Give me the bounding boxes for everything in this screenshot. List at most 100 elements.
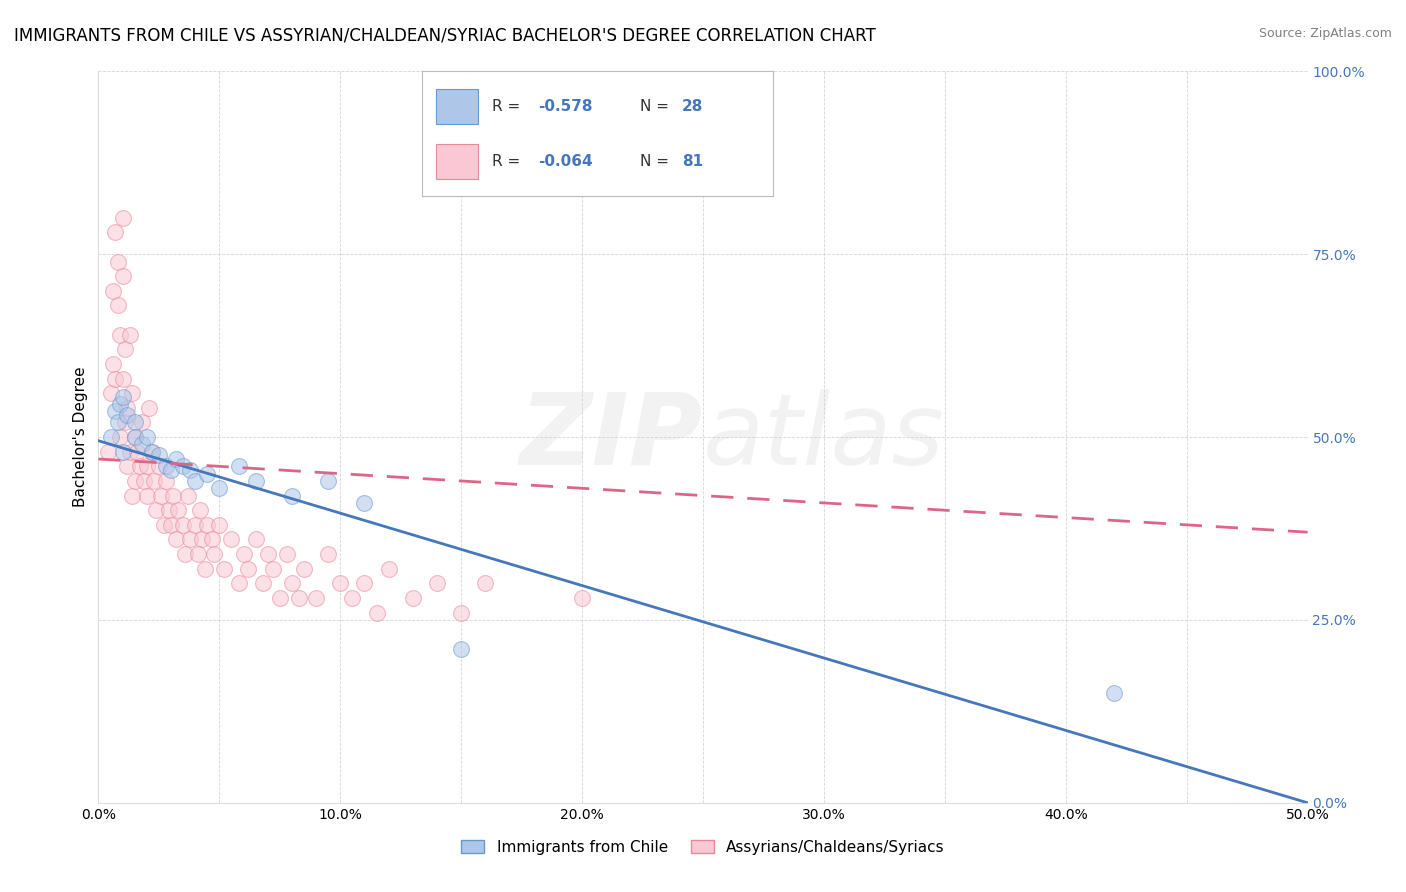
Point [135,459,157,474]
Point [150,489,173,503]
Point [131,437,153,451]
Text: Source: ZipAtlas.com: Source: ZipAtlas.com [1258,27,1392,40]
Legend: Immigrants from Chile, Assyrians/Chaldeans/Syriacs: Immigrants from Chile, Assyrians/Chaldea… [456,834,950,861]
Point [157,503,180,517]
Point [342,591,364,605]
Point [179,463,201,477]
Y-axis label: Bachelor's Degree: Bachelor's Degree [73,367,89,508]
Point [305,591,328,605]
Bar [436,89,478,124]
Point [162,489,184,503]
Point [160,517,183,532]
Point [107,298,129,312]
Point [187,547,209,561]
Point [111,444,134,458]
Text: IMMIGRANTS FROM CHILE VS ASSYRIAN/CHALDEAN/SYRIAC BACHELOR'S DEGREE CORRELATION : IMMIGRANTS FROM CHILE VS ASSYRIAN/CHALDE… [14,27,876,45]
Point [238,562,260,576]
Point [195,517,218,532]
Point [100,430,122,444]
Point [135,430,157,444]
Point [100,386,122,401]
Point [108,430,131,444]
Point [108,397,131,411]
Point [148,459,170,474]
Point [366,606,388,620]
Point [316,474,339,488]
Point [194,562,217,576]
Point [155,459,177,474]
Point [124,430,146,444]
Point [245,533,267,547]
Point [143,474,166,488]
Point [101,357,124,371]
Point [179,533,201,547]
Text: R =: R = [492,153,526,169]
Point [111,390,134,404]
Point [104,371,127,385]
Text: N =: N = [640,99,673,114]
Text: -0.578: -0.578 [538,99,592,114]
Point [245,474,267,488]
Point [1102,686,1125,700]
Point [450,606,472,620]
Point [111,269,134,284]
Point [208,517,231,532]
Point [252,576,274,591]
Point [281,576,304,591]
Point [145,503,167,517]
Point [292,562,315,576]
Point [172,459,194,474]
Point [97,444,120,458]
Point [474,576,496,591]
Point [107,416,129,430]
Point [353,496,375,510]
Point [118,327,141,342]
Point [191,533,214,547]
Point [124,474,146,488]
Point [177,489,200,503]
Point [118,444,141,458]
Point [104,404,127,418]
Point [114,416,136,430]
Point [108,327,131,342]
Bar [436,144,478,178]
Point [174,547,197,561]
Text: N =: N = [640,153,673,169]
Point [228,459,250,474]
Point [141,444,163,458]
Point [195,467,218,481]
Point [141,444,163,458]
Text: 81: 81 [682,153,703,169]
Point [353,576,375,591]
Point [212,562,235,576]
Point [228,576,250,591]
Text: ZIP: ZIP [520,389,703,485]
Text: -0.064: -0.064 [538,153,592,169]
Point [124,416,146,430]
Point [101,284,124,298]
Point [201,533,224,547]
Point [276,547,298,561]
Point [232,547,254,561]
Point [329,576,352,591]
Text: atlas: atlas [703,389,945,485]
Point [165,533,187,547]
Point [117,401,139,415]
Point [256,547,278,561]
Text: 28: 28 [682,99,703,114]
Point [104,225,127,239]
Point [135,489,157,503]
Point [128,459,150,474]
Point [204,547,226,561]
Point [281,489,304,503]
Point [184,474,207,488]
Point [160,463,183,477]
Point [121,386,143,401]
Point [152,517,174,532]
Point [124,430,146,444]
Point [127,444,149,458]
Point [208,481,231,495]
Point [188,503,211,517]
Point [165,452,187,467]
Point [114,343,136,357]
